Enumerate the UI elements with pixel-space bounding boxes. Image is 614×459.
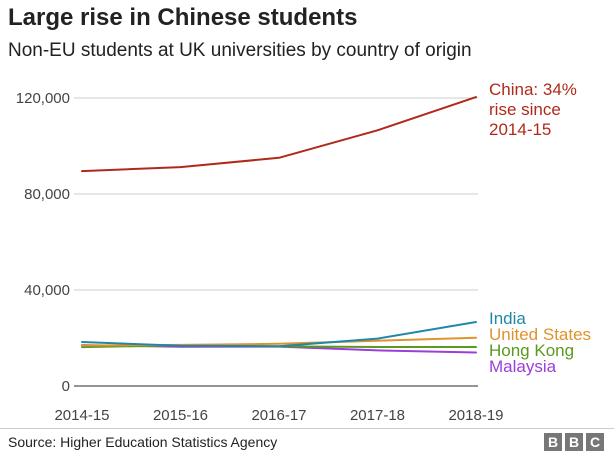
chart-title: Large rise in Chinese students xyxy=(8,4,358,31)
y-axis-tick-labels: 0 40,000 80,000 120,000 xyxy=(16,90,70,395)
x-tick-label: 2016-17 xyxy=(251,407,306,424)
series-lines xyxy=(81,96,477,354)
gridlines xyxy=(74,97,478,387)
chart-subtitle: Non-EU students at UK universities by co… xyxy=(8,40,472,61)
bbc-logo: B B C xyxy=(544,433,604,451)
series-label-china: rise since xyxy=(489,100,561,119)
series-label-india: India xyxy=(489,309,526,328)
x-axis-tick-labels: 2014-15 2015-16 2016-17 2017-18 2018-19 xyxy=(54,407,503,424)
series-line-china xyxy=(81,96,477,173)
series-label-united-states: United States xyxy=(489,325,591,344)
series-label-china: 2014-15 xyxy=(489,120,551,139)
logo-letter-c: C xyxy=(586,433,604,451)
x-tick-label: 2017-18 xyxy=(350,407,405,424)
y-tick-label: 80,000 xyxy=(24,186,70,203)
y-tick-label: 120,000 xyxy=(16,90,70,107)
y-tick-label: 0 xyxy=(62,378,70,395)
x-tick-label: 2018-19 xyxy=(448,407,503,424)
series-line-india xyxy=(81,321,477,348)
footer-divider xyxy=(0,428,614,429)
x-tick-label: 2014-15 xyxy=(54,407,109,424)
x-tick-label: 2015-16 xyxy=(153,407,208,424)
logo-letter-b2: B xyxy=(565,433,583,451)
series-label-hong-kong: Hong Kong xyxy=(489,341,574,360)
logo-letter-b1: B xyxy=(544,433,562,451)
series-label-china: China: 34% xyxy=(489,80,577,99)
y-tick-label: 40,000 xyxy=(24,282,70,299)
series-label-malaysia: Malaysia xyxy=(489,357,557,376)
line-chart: 0 40,000 80,000 120,000 2014-15 2015-16 2016-… xyxy=(16,80,591,424)
source-note: Source: Higher Education Statistics Agen… xyxy=(8,434,278,450)
